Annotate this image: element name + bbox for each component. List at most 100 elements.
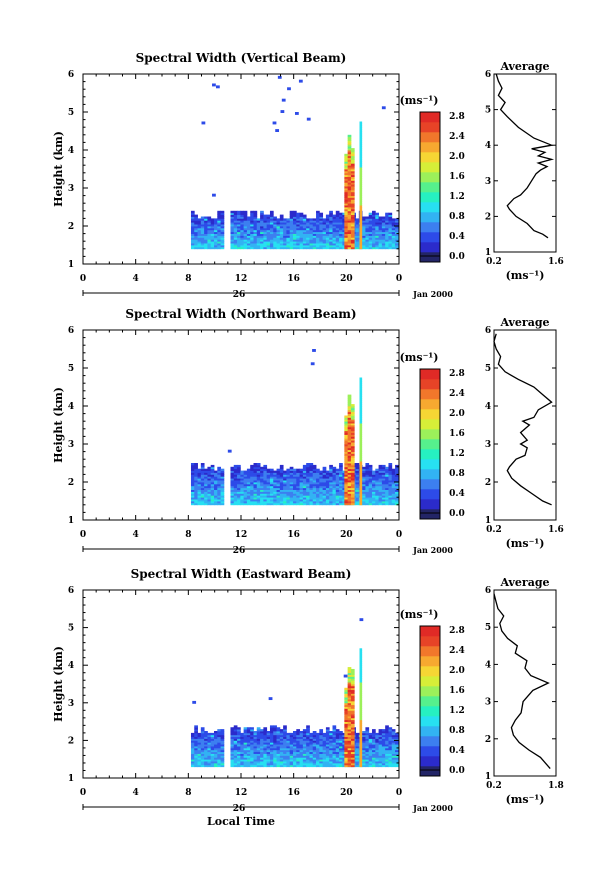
heatmap-cell <box>256 482 261 485</box>
heatmap-cell <box>306 755 310 758</box>
heatmap-cell <box>388 747 393 751</box>
heatmap-cell <box>197 501 202 504</box>
heatmap-cell <box>342 226 347 229</box>
heatmap-cell <box>194 501 198 504</box>
heatmap-cell <box>381 731 386 734</box>
heatmap-cell <box>283 229 287 233</box>
heatmap-cell <box>279 485 284 489</box>
heatmap-cell <box>283 222 287 225</box>
heatmap-cell <box>395 470 399 473</box>
heatmap-cell <box>286 480 291 483</box>
heatmap-cell <box>332 245 337 248</box>
heatmap-cell <box>381 502 386 506</box>
heatmap-cell <box>243 499 248 502</box>
heatmap-cell <box>210 246 215 250</box>
heatmap-cell <box>200 478 205 481</box>
heatmap-cell <box>190 749 195 753</box>
heatmap-cell <box>276 246 281 250</box>
heatmap-cell <box>220 738 225 741</box>
heatmap-cell <box>192 700 197 704</box>
heatmap-cell <box>210 493 215 496</box>
heatmap-cell <box>273 495 277 498</box>
heatmap-cell <box>322 742 327 745</box>
heatmap-cell <box>302 753 307 756</box>
heatmap-cell <box>230 227 235 231</box>
heatmap-cell <box>372 753 376 756</box>
heatmap-cell <box>347 159 352 162</box>
heatmap-cell <box>344 226 349 229</box>
heatmap-cell <box>210 220 215 223</box>
heatmap-cell <box>359 744 363 747</box>
heatmap-cell <box>347 466 352 470</box>
heatmap-cell <box>325 732 330 736</box>
heatmap-cell <box>347 485 352 489</box>
heatmap-cell <box>359 468 363 471</box>
heatmap-cell <box>325 485 330 489</box>
heatmap-cell <box>368 734 373 738</box>
heatmap-cell <box>256 239 261 242</box>
heatmap-cell <box>260 472 264 475</box>
heatmap-cell <box>269 753 274 756</box>
heatmap-cell <box>246 736 251 739</box>
heatmap-cell <box>342 245 347 248</box>
heatmap-cell <box>289 480 294 483</box>
heatmap-cell <box>214 731 218 734</box>
heatmap-cell <box>233 210 238 214</box>
heatmap-cell <box>197 734 202 738</box>
heatmap-cell <box>332 476 337 479</box>
heatmap-cell <box>359 233 363 236</box>
heatmap-cell <box>279 239 284 242</box>
heatmap-cell <box>237 491 241 494</box>
heatmap-cell <box>388 237 393 240</box>
heatmap-cell <box>350 205 355 208</box>
heatmap-cell <box>250 740 254 743</box>
heatmap-cell <box>339 485 343 489</box>
heatmap-cell <box>350 706 355 709</box>
heatmap-cell <box>200 472 205 475</box>
heatmap-cell <box>190 495 195 498</box>
heatmap-cell <box>359 749 363 753</box>
heatmap-cell <box>220 472 225 475</box>
colorbar-segment <box>420 716 440 727</box>
heatmap-cell <box>339 731 343 734</box>
heatmap-cell <box>253 755 258 758</box>
heatmap-cell <box>325 233 330 236</box>
heatmap-cell <box>365 233 370 236</box>
heatmap-cell <box>263 751 268 754</box>
heatmap-cell <box>240 736 245 739</box>
heatmap-cell <box>190 497 195 500</box>
heatmap-cell <box>359 150 363 153</box>
heatmap-cell <box>273 742 277 745</box>
heatmap-cell <box>309 224 314 227</box>
heatmap-cell <box>220 487 225 490</box>
heatmap-cell <box>391 222 396 225</box>
heatmap-cell <box>194 495 198 498</box>
heatmap-cell <box>286 246 291 250</box>
heatmap-cell <box>197 480 202 483</box>
heatmap-cell <box>250 732 254 736</box>
heatmap-cell <box>388 483 393 487</box>
heatmap-cell <box>296 764 300 768</box>
heatmap-cell <box>350 721 355 724</box>
heatmap-cell <box>230 233 235 236</box>
heatmap-cell <box>243 736 248 739</box>
heatmap-cell <box>212 193 216 197</box>
heatmap-cell <box>385 226 389 229</box>
heatmap-cell <box>306 495 310 498</box>
heatmap-cell <box>266 222 271 225</box>
heatmap-cell <box>194 755 198 758</box>
heatmap-cell <box>309 464 314 468</box>
heatmap-cell <box>266 480 271 483</box>
heatmap-cell <box>359 685 363 689</box>
heatmap-cell <box>280 110 285 113</box>
heatmap-cell <box>240 753 245 756</box>
heatmap-cell <box>233 734 238 738</box>
heatmap-cell <box>243 491 248 494</box>
heatmap-cell <box>283 736 287 739</box>
y-tick-label: 5 <box>68 364 74 374</box>
heatmap-cell <box>344 687 349 691</box>
heatmap-cell <box>332 229 337 233</box>
heatmap-cell <box>293 474 297 477</box>
